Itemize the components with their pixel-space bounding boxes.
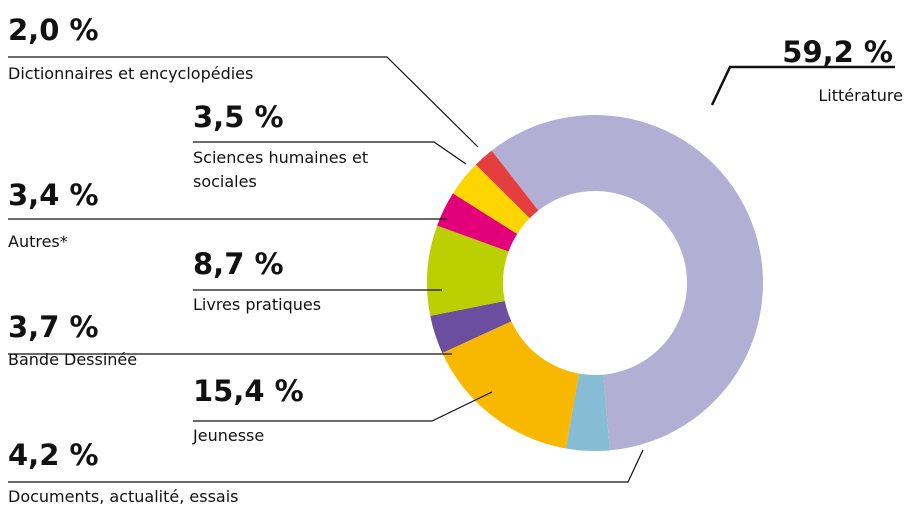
donut-segment (430, 301, 512, 353)
category-label: Bande Dessinée (8, 350, 138, 369)
value-label: 2,0 % (8, 13, 99, 47)
donut-segment (452, 164, 530, 234)
category-label: Autres* (8, 232, 68, 251)
donut-segment (565, 373, 610, 452)
leader-line (193, 141, 467, 165)
category-label: Livres pratiques (193, 295, 322, 314)
category-label: Documents, actualité, essais (8, 487, 239, 506)
leader-line (710, 65, 895, 106)
value-label: 3,5 % (193, 100, 284, 134)
donut-segment (475, 150, 539, 219)
category-label: Sciences humaines et sociales (193, 148, 369, 191)
donut-segment (437, 193, 518, 252)
value-label: 59,2 % (782, 35, 893, 69)
category-label: Jeunesse (193, 426, 265, 445)
leader-line (193, 391, 493, 422)
leader-line (8, 56, 479, 148)
value-label: 3,7 % (8, 310, 99, 344)
value-label: 3,4 % (8, 178, 99, 212)
category-label: Dictionnaires et encyclopédies (8, 64, 254, 83)
value-label: 15,4 % (193, 374, 304, 408)
value-label: 8,7 % (193, 247, 284, 281)
category-label: Littérature (818, 86, 903, 105)
value-label: 4,2 % (8, 438, 99, 472)
donut-segment (427, 225, 509, 316)
donut-segment (491, 115, 763, 451)
donut-segment (442, 321, 580, 449)
leader-line (8, 449, 644, 483)
